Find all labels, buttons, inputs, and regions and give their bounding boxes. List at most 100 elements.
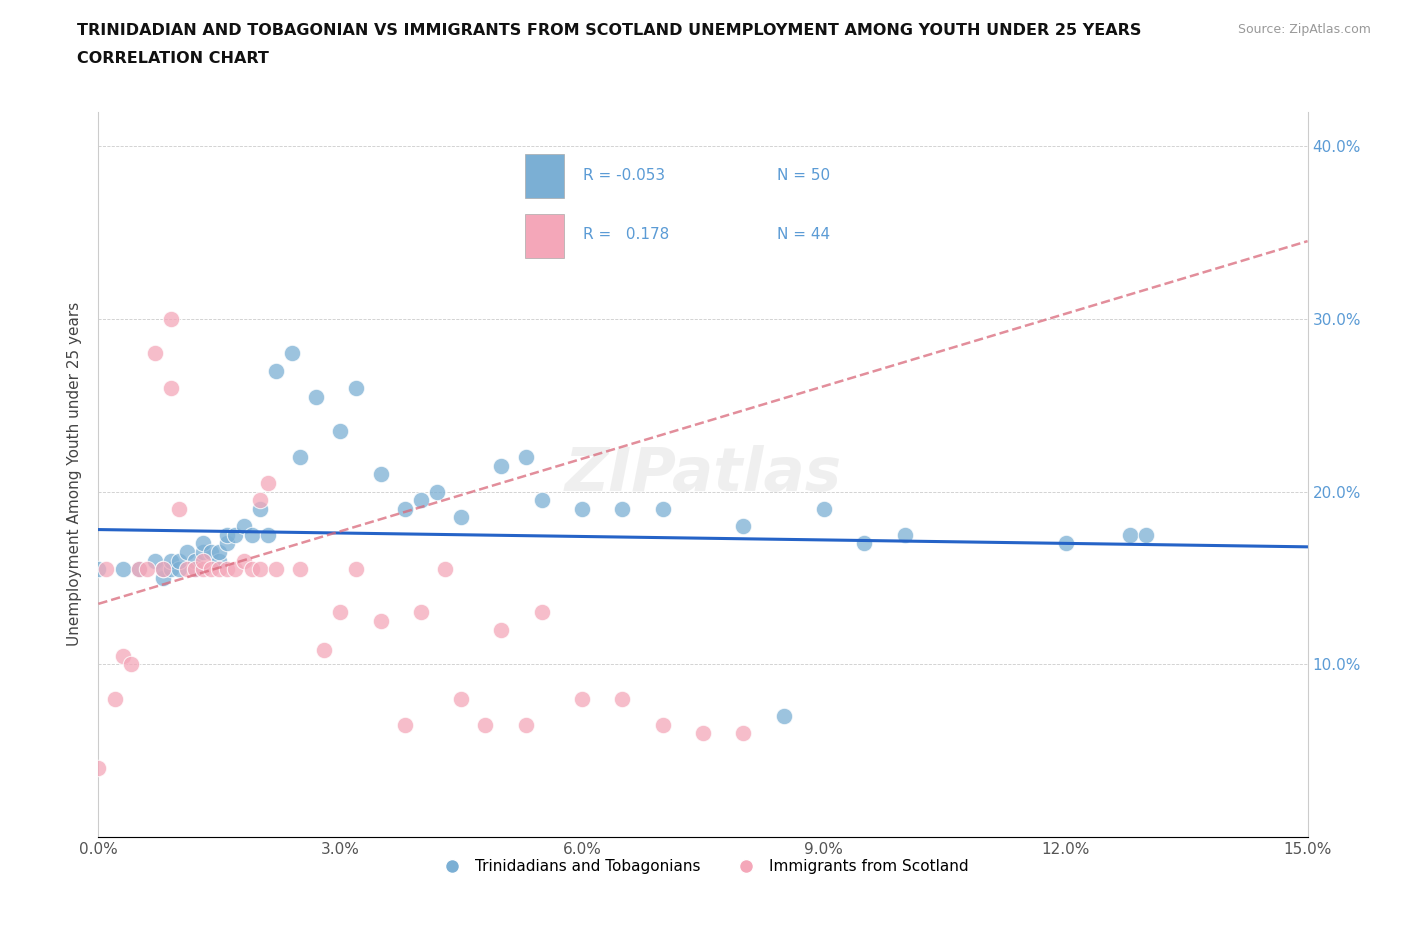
Point bbox=[208, 553, 231, 568]
Point bbox=[217, 562, 239, 577]
Point bbox=[692, 726, 714, 741]
Point bbox=[314, 643, 336, 658]
Point bbox=[193, 553, 215, 568]
Point bbox=[651, 717, 673, 732]
Point bbox=[160, 562, 183, 577]
Point bbox=[813, 501, 835, 516]
Text: TRINIDADIAN AND TOBAGONIAN VS IMMIGRANTS FROM SCOTLAND UNEMPLOYMENT AMONG YOUTH : TRINIDADIAN AND TOBAGONIAN VS IMMIGRANTS… bbox=[77, 23, 1142, 38]
Point bbox=[160, 312, 183, 326]
Point bbox=[1135, 527, 1157, 542]
Point bbox=[167, 501, 190, 516]
Point bbox=[249, 493, 271, 508]
Point bbox=[571, 501, 593, 516]
Point bbox=[733, 726, 755, 741]
Text: Source: ZipAtlas.com: Source: ZipAtlas.com bbox=[1237, 23, 1371, 36]
Point bbox=[515, 449, 537, 464]
Point bbox=[612, 501, 634, 516]
Point bbox=[240, 562, 263, 577]
Point bbox=[733, 519, 755, 534]
Point bbox=[152, 562, 174, 577]
Point bbox=[200, 562, 222, 577]
Point bbox=[344, 562, 367, 577]
Point bbox=[232, 553, 254, 568]
Point bbox=[1054, 536, 1077, 551]
Point bbox=[240, 527, 263, 542]
Point bbox=[208, 545, 231, 560]
Point bbox=[217, 527, 239, 542]
Point bbox=[530, 605, 553, 620]
Point bbox=[426, 485, 449, 499]
Point bbox=[160, 380, 183, 395]
Point bbox=[281, 346, 304, 361]
Point bbox=[370, 467, 392, 482]
Point bbox=[288, 562, 311, 577]
Point bbox=[152, 570, 174, 585]
Point bbox=[152, 562, 174, 577]
Point bbox=[288, 449, 311, 464]
Point bbox=[184, 562, 207, 577]
Point bbox=[893, 527, 915, 542]
Point bbox=[143, 553, 166, 568]
Y-axis label: Unemployment Among Youth under 25 years: Unemployment Among Youth under 25 years bbox=[67, 302, 83, 646]
Point bbox=[128, 562, 150, 577]
Point bbox=[344, 380, 367, 395]
Point bbox=[450, 510, 472, 525]
Point bbox=[571, 691, 593, 706]
Point bbox=[264, 562, 287, 577]
Point bbox=[176, 545, 198, 560]
Point bbox=[208, 562, 231, 577]
Point bbox=[167, 553, 190, 568]
Point bbox=[409, 493, 432, 508]
Point bbox=[1119, 527, 1142, 542]
Point bbox=[160, 553, 183, 568]
Point bbox=[409, 605, 432, 620]
Point bbox=[193, 545, 215, 560]
Point bbox=[143, 346, 166, 361]
Point bbox=[256, 527, 278, 542]
Point bbox=[176, 562, 198, 577]
Point bbox=[193, 536, 215, 551]
Point bbox=[128, 562, 150, 577]
Point bbox=[474, 717, 496, 732]
Point bbox=[96, 562, 118, 577]
Text: CORRELATION CHART: CORRELATION CHART bbox=[77, 51, 269, 66]
Point bbox=[87, 562, 110, 577]
Point bbox=[120, 657, 142, 671]
Point bbox=[491, 622, 513, 637]
Point bbox=[450, 691, 472, 706]
Point bbox=[434, 562, 457, 577]
Point bbox=[256, 475, 278, 490]
Point bbox=[530, 493, 553, 508]
Point bbox=[224, 527, 246, 542]
Point bbox=[224, 562, 246, 577]
Point bbox=[491, 458, 513, 473]
Point bbox=[329, 424, 352, 439]
Point bbox=[87, 761, 110, 776]
Point bbox=[232, 519, 254, 534]
Point bbox=[772, 709, 794, 724]
Point bbox=[394, 501, 416, 516]
Point bbox=[103, 691, 125, 706]
Point bbox=[184, 562, 207, 577]
Point bbox=[111, 562, 134, 577]
Point bbox=[111, 648, 134, 663]
Text: ZIPatlas: ZIPatlas bbox=[564, 445, 842, 504]
Point bbox=[515, 717, 537, 732]
Point bbox=[612, 691, 634, 706]
Point bbox=[305, 389, 328, 404]
Point bbox=[167, 562, 190, 577]
Point bbox=[394, 717, 416, 732]
Point bbox=[264, 364, 287, 379]
Point bbox=[249, 562, 271, 577]
Point bbox=[370, 614, 392, 629]
Point bbox=[135, 562, 157, 577]
Point bbox=[651, 501, 673, 516]
Point bbox=[249, 501, 271, 516]
Point bbox=[329, 605, 352, 620]
Legend: Trinidadians and Tobagonians, Immigrants from Scotland: Trinidadians and Tobagonians, Immigrants… bbox=[430, 853, 976, 880]
Point bbox=[200, 545, 222, 560]
Point bbox=[853, 536, 876, 551]
Point bbox=[184, 553, 207, 568]
Point bbox=[193, 562, 215, 577]
Point bbox=[217, 536, 239, 551]
